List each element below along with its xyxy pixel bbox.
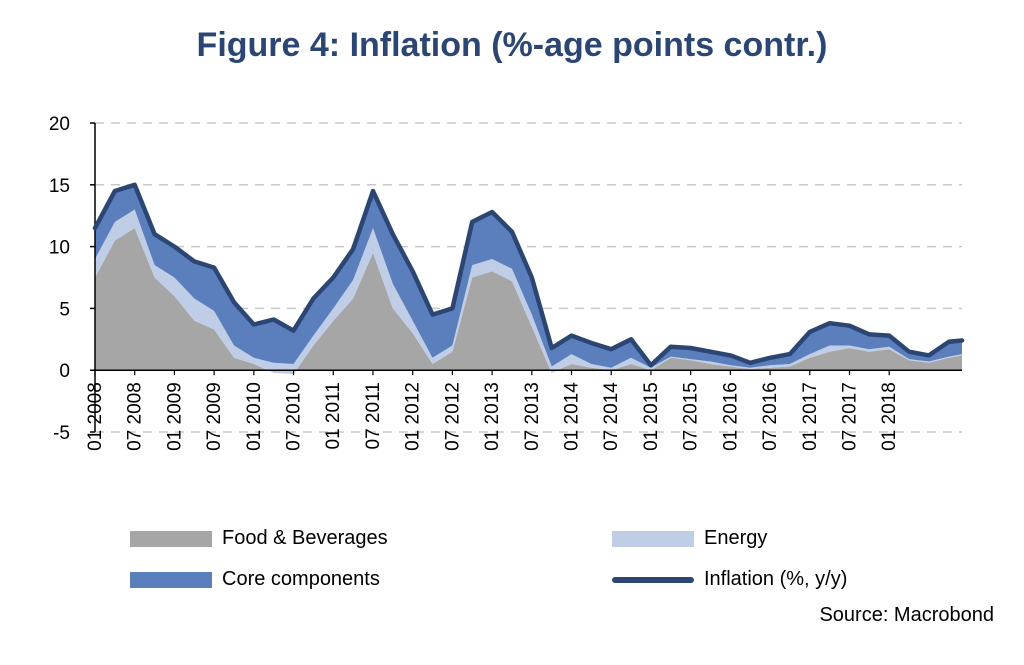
x-tick-label: 01 2017: [800, 382, 821, 451]
x-tick-label: 01 2008: [85, 382, 106, 451]
x-tick-label: 01 2014: [562, 382, 583, 451]
legend-energy-label: Energy: [704, 527, 768, 549]
chart-title: Figure 4: Inflation (%-age points contr.…: [196, 26, 828, 64]
x-tick-label: 07 2017: [839, 382, 860, 451]
legend-energy-swatch: [612, 530, 694, 547]
x-tick-label: 07 2014: [601, 382, 622, 451]
x-tick-label: 01 2016: [720, 382, 741, 451]
x-tick-label: 01 2012: [403, 382, 424, 451]
stacked-areas: [95, 184, 962, 374]
source-note: Source: Macrobond: [819, 604, 994, 626]
x-tick-labels: 01 2008 07 2008 01 2009 07 2009 01 2010 07 20…: [85, 382, 900, 451]
x-tick-label: 07 2016: [760, 382, 781, 451]
legend-inflation: Inflation (%, y/y): [612, 568, 847, 591]
x-tick-label: 07 2015: [681, 382, 702, 451]
legend-food-swatch: [130, 530, 212, 547]
x-tick-label: 07 2010: [284, 382, 305, 451]
x-tick-label: 07 2013: [522, 382, 543, 451]
axes: [90, 122, 962, 433]
x-tick-label: 07 2011: [363, 382, 384, 449]
y-tick-label: 10: [49, 238, 70, 259]
x-tick-label: 01 2015: [641, 382, 662, 451]
area-core-components: [95, 184, 962, 368]
x-tick-label: 01 2011: [323, 382, 344, 449]
legend-core-label: Core components: [222, 568, 380, 590]
y-tick-label: 20: [49, 114, 70, 135]
x-tick-label: 01 2018: [879, 382, 900, 451]
y-tick-labels: 20 15 10 5 0 -5: [49, 114, 70, 444]
x-tick-label: 01 2009: [164, 382, 185, 451]
x-tick-label: 07 2008: [125, 382, 146, 451]
y-tick-label: 5: [59, 299, 70, 320]
area-food-beverages: [95, 228, 962, 374]
y-tick-label: -5: [53, 423, 70, 444]
legend-core: Core components: [130, 568, 380, 591]
legend-food-label: Food & Beverages: [222, 527, 388, 549]
x-tick-label: 07 2009: [204, 382, 225, 451]
legend-core-swatch: [130, 571, 212, 588]
y-tick-label: 0: [59, 361, 70, 382]
legend-inflation-swatch: [612, 576, 694, 583]
x-tick-label: 01 2010: [244, 382, 265, 451]
x-tick-label: 07 2012: [442, 382, 463, 451]
legend-inflation-label: Inflation (%, y/y): [704, 568, 848, 590]
inflation-line: [92, 182, 965, 368]
inflation-line-group: [92, 182, 965, 368]
y-tick-label: 15: [49, 176, 70, 197]
legend-food: Food & Beverages: [130, 527, 388, 550]
legend-energy: Energy: [612, 527, 767, 550]
x-tick-label: 01 2013: [482, 382, 503, 451]
